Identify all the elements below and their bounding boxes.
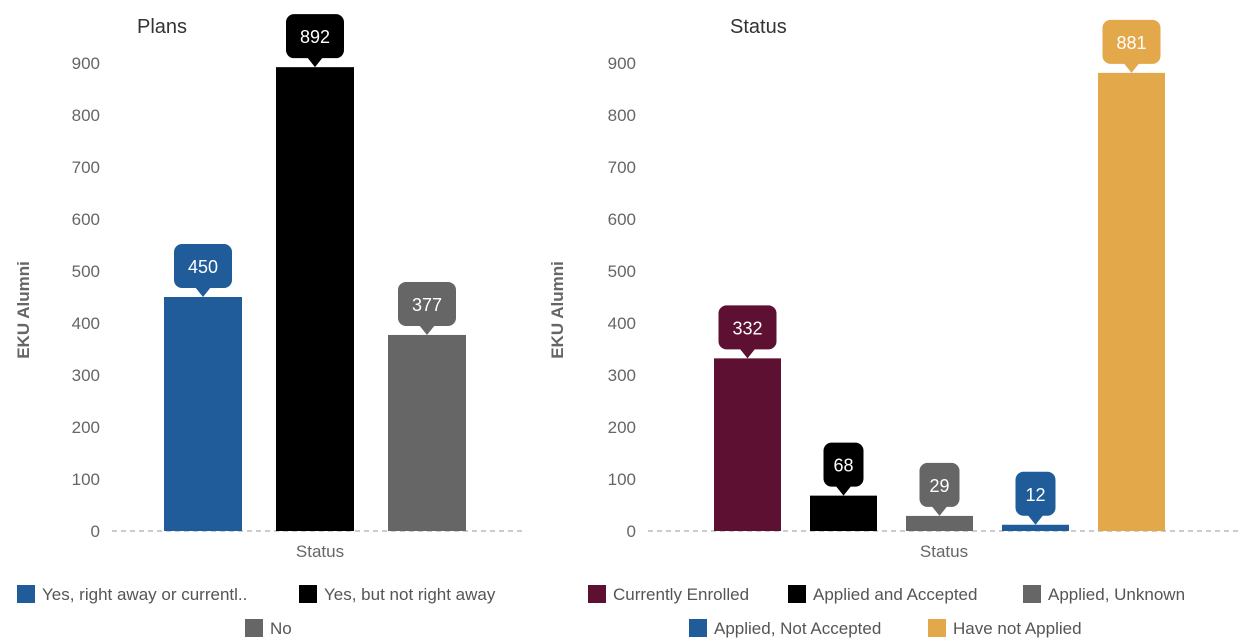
bar xyxy=(810,495,877,531)
data-label-bubble xyxy=(919,462,960,507)
legend-swatch xyxy=(689,619,707,637)
data-label-bubble xyxy=(286,14,344,59)
y-axis-label: EKU Alumni xyxy=(14,261,33,359)
data-label-pointer xyxy=(1027,514,1044,525)
legend-swatch xyxy=(245,619,263,637)
y-tick-label: 400 xyxy=(608,314,636,333)
x-axis-label: Status xyxy=(296,542,344,561)
legend-swatch xyxy=(17,585,35,603)
data-label-bubble xyxy=(398,281,456,326)
data-label: 881 xyxy=(1102,19,1161,73)
legend-swatch xyxy=(1023,585,1041,603)
y-tick-label: 900 xyxy=(608,54,636,73)
legend-swatch xyxy=(588,585,606,603)
data-label-pointer xyxy=(739,348,756,359)
bar xyxy=(1002,524,1069,531)
y-tick-label: 0 xyxy=(91,522,100,541)
legend-item: Applied and Accepted xyxy=(788,585,977,604)
legend-label: Applied, Not Accepted xyxy=(714,619,881,638)
data-label-bubble xyxy=(823,442,864,487)
legend-label: Currently Enrolled xyxy=(613,585,749,604)
legend-swatch xyxy=(299,585,317,603)
legend-item: Yes, right away or currentl.. xyxy=(17,585,247,604)
legend-item: Applied, Unknown xyxy=(1023,585,1185,604)
data-label-pointer xyxy=(419,324,435,335)
data-label-text: 892 xyxy=(300,27,330,47)
legend-label: Have not Applied xyxy=(953,619,1082,638)
legend-label: Yes, right away or currentl.. xyxy=(42,585,247,604)
data-label: 377 xyxy=(398,281,456,335)
bar xyxy=(714,358,781,531)
bar xyxy=(388,334,466,531)
legend-swatch xyxy=(788,585,806,603)
data-label-text: 29 xyxy=(929,476,949,496)
data-label-text: 332 xyxy=(732,318,762,338)
data-label-text: 377 xyxy=(412,295,442,315)
legend-label: Applied and Accepted xyxy=(813,585,977,604)
legend-item: Applied, Not Accepted xyxy=(689,619,881,638)
y-tick-label: 200 xyxy=(72,418,100,437)
data-label: 892 xyxy=(286,14,344,68)
legend-swatch xyxy=(928,619,946,637)
x-axis-label: Status xyxy=(920,542,968,561)
data-label: 332 xyxy=(718,305,777,359)
y-axis-label: EKU Alumni xyxy=(548,261,567,359)
chart-title: Status xyxy=(730,16,787,38)
plans-chart: Plans EKU Alumni Status 0 100 200 300 400 500… xyxy=(14,14,525,638)
data-label-text: 450 xyxy=(188,257,218,277)
legend-label: No xyxy=(270,619,292,638)
y-tick-label: 300 xyxy=(608,366,636,385)
y-tick-label: 700 xyxy=(72,158,100,177)
bar xyxy=(164,297,242,531)
y-tick-label: 500 xyxy=(72,262,100,281)
legend-label: Applied, Unknown xyxy=(1048,585,1185,604)
data-label-bubble xyxy=(174,244,232,288)
y-tick-label: 800 xyxy=(72,106,100,125)
legend-item: Currently Enrolled xyxy=(588,585,749,604)
y-tick-label: 500 xyxy=(608,262,636,281)
data-label: 29 xyxy=(919,462,960,516)
data-label-text: 68 xyxy=(833,456,853,476)
y-tick-label: 100 xyxy=(72,470,100,489)
data-label-pointer xyxy=(835,485,852,496)
status-chart: Status EKU Alumni Status 0 100 200 300 400 50… xyxy=(548,16,1240,638)
y-tick-label: 300 xyxy=(72,366,100,385)
data-label-text: 881 xyxy=(1116,33,1146,53)
data-label: 450 xyxy=(174,244,232,297)
legend-label: Yes, but not right away xyxy=(324,585,496,604)
data-label-bubble xyxy=(1015,471,1056,516)
data-label-pointer xyxy=(931,505,948,516)
data-label-pointer xyxy=(307,57,323,68)
y-tick-label: 800 xyxy=(608,106,636,125)
legend-item: Have not Applied xyxy=(928,619,1082,638)
data-label: 68 xyxy=(823,442,864,496)
bar xyxy=(1098,72,1165,531)
y-tick-label: 200 xyxy=(608,418,636,437)
y-tick-label: 400 xyxy=(72,314,100,333)
data-label-pointer xyxy=(195,287,211,297)
y-tick-label: 700 xyxy=(608,158,636,177)
data-label-pointer xyxy=(1123,62,1140,73)
y-tick-label: 100 xyxy=(608,470,636,489)
legend-item: No xyxy=(245,619,292,638)
data-label-bubble xyxy=(718,305,777,350)
data-label: 12 xyxy=(1015,471,1056,525)
data-label-text: 12 xyxy=(1025,485,1045,505)
data-label-bubble xyxy=(1102,19,1161,64)
legend-item: Yes, but not right away xyxy=(299,585,496,604)
y-tick-label: 600 xyxy=(608,210,636,229)
bar xyxy=(906,515,973,531)
y-tick-label: 900 xyxy=(72,54,100,73)
y-tick-label: 600 xyxy=(72,210,100,229)
bar xyxy=(276,67,354,531)
chart-title: Plans xyxy=(137,16,187,38)
y-tick-label: 0 xyxy=(627,522,636,541)
